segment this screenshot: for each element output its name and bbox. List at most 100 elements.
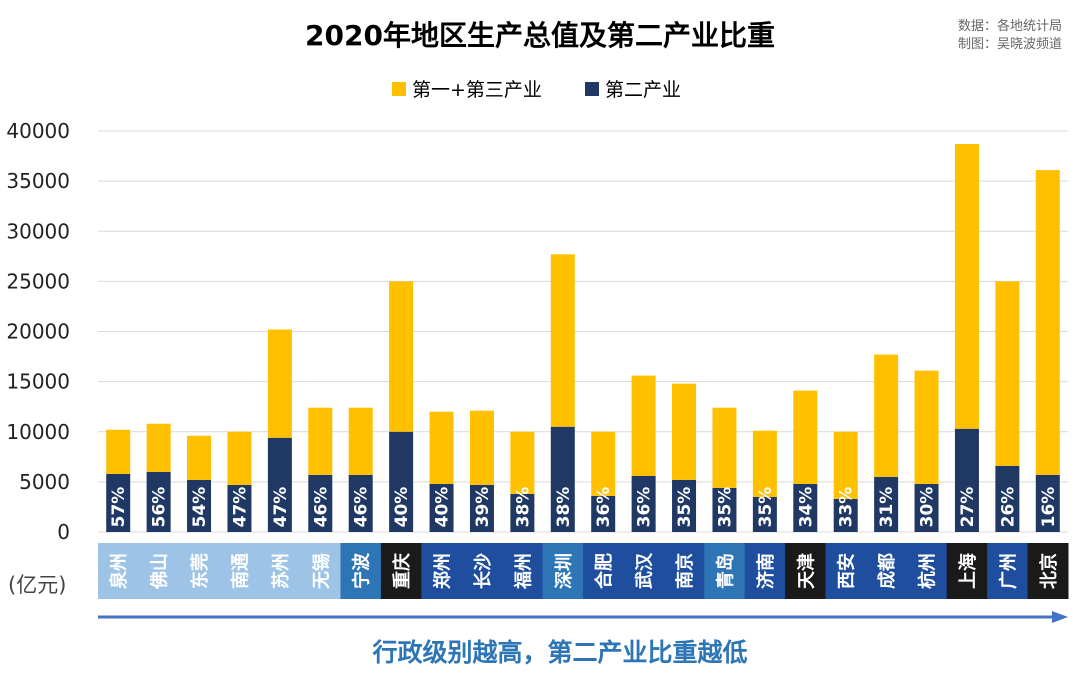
category-label-15: 青岛	[714, 553, 736, 589]
bar-secondary-12	[591, 495, 616, 532]
bar-secondary-16	[752, 496, 777, 532]
legend-label-secondary: 第二产业	[605, 79, 681, 101]
bar-secondary-7	[389, 431, 414, 532]
category-box-17	[785, 543, 826, 599]
category-box-11	[542, 543, 584, 599]
bar-share-label-18: 33%	[837, 487, 857, 528]
category-box-2	[178, 543, 220, 599]
bar-primary-tertiary-10	[510, 431, 535, 494]
bar-primary-tertiary-15	[712, 407, 737, 488]
category-label-17: 天津	[795, 553, 817, 589]
category-label-19: 成都	[876, 553, 898, 589]
bar-primary-tertiary-22	[995, 281, 1020, 466]
bar-share-label-21: 27%	[958, 487, 978, 528]
category-label-6: 宁波	[351, 552, 373, 589]
bar-secondary-2	[187, 479, 212, 532]
legend-label-primary-tertiary: 第一+第三产业	[412, 79, 542, 101]
category-box-22	[987, 543, 1029, 599]
y-axis: 0 5000 10000 15000 20000 25000 30000 35000 40000	[6, 119, 70, 544]
category-label-0: 泉州	[108, 553, 130, 589]
bar-share-label-10: 38%	[513, 487, 533, 528]
bar-primary-tertiary-16	[752, 430, 777, 497]
trend-annotation: 行政级别越高，第二产业比重越低	[371, 638, 747, 667]
bar-secondary-6	[348, 474, 373, 532]
bar-primary-tertiary-9	[469, 410, 494, 485]
category-label-11: 深圳	[553, 553, 575, 589]
category-box-13	[623, 543, 665, 599]
bar-share-label-8: 40%	[433, 487, 453, 528]
category-box-14	[663, 543, 705, 599]
bar-share-label-16: 35%	[756, 487, 776, 528]
bar-share-label-22: 26%	[998, 487, 1018, 528]
bar-share-label-12: 36%	[594, 487, 614, 528]
category-label-10: 福州	[512, 553, 534, 590]
bar-share-label-20: 30%	[918, 487, 938, 528]
category-label-14: 南京	[674, 553, 696, 589]
category-box-15	[704, 543, 746, 599]
category-label-9: 长沙	[473, 553, 494, 589]
category-labels: 泉州 佛山 东莞 南通 苏州 无锡 宁波 重庆 郑州 长沙 福州 深圳 合肥 武汉 南京 青岛 济南 天津 西安 成都…	[98, 543, 1069, 599]
bar-primary-tertiary-0	[106, 429, 131, 474]
category-box-0	[98, 543, 139, 599]
category-label-12: 合肥	[593, 553, 615, 589]
bar-share-label-19: 31%	[877, 487, 897, 528]
category-label-13: 武汉	[635, 552, 656, 589]
y-tick-label-40000: 40000	[6, 119, 70, 143]
bar-primary-tertiary-3	[227, 431, 252, 485]
bar-share-label-7: 40%	[392, 487, 412, 528]
bar-share-label-0: 57%	[109, 487, 129, 528]
bar-share-label-2: 54%	[190, 487, 210, 528]
bar-primary-tertiary-1	[146, 423, 171, 472]
category-box-21	[946, 543, 988, 599]
bar-primary-tertiary-11	[550, 254, 575, 427]
bar-secondary-14	[672, 479, 697, 532]
bar-primary-tertiary-23	[1035, 170, 1060, 475]
category-box-6	[340, 543, 382, 599]
category-box-23	[1027, 543, 1069, 599]
bar-share-label-6: 46%	[352, 487, 372, 528]
bar-primary-tertiary-4	[267, 329, 292, 438]
category-label-3: 南通	[229, 553, 251, 589]
y-tick-label-35000: 35000	[6, 169, 70, 193]
bar-primary-tertiary-20	[914, 370, 939, 484]
legend-swatch-primary-tertiary	[392, 82, 406, 96]
category-box-3	[219, 543, 261, 599]
source-note-1: 数据：各地统计局	[958, 18, 1062, 34]
bar-share-label-14: 35%	[675, 487, 695, 528]
bar-secondary-13	[631, 475, 656, 532]
bar-primary-tertiary-5	[308, 407, 333, 475]
category-label-5: 无锡	[310, 553, 332, 589]
bar-primary-tertiary-18	[833, 431, 858, 499]
bars: 57% 56% 54% 47% 47% 46% 46% 40% 40% 39% 38% 38% 36% 3…	[106, 144, 1060, 532]
y-tick-label-15000: 15000	[6, 370, 70, 394]
category-box-10	[502, 543, 544, 599]
y-tick-label-10000: 10000	[6, 420, 70, 444]
bar-share-label-17: 34%	[796, 487, 816, 528]
category-box-19	[865, 543, 907, 599]
category-box-8	[421, 543, 463, 599]
category-label-21: 上海	[957, 553, 979, 589]
trend-arrow	[98, 611, 1068, 623]
y-tick-label-25000: 25000	[6, 269, 70, 293]
bar-share-label-13: 36%	[635, 487, 655, 528]
bar-primary-tertiary-17	[793, 390, 818, 484]
bar-secondary-21	[954, 428, 979, 532]
y-tick-label-30000: 30000	[6, 219, 70, 243]
category-box-16	[744, 543, 786, 599]
bar-secondary-3	[227, 484, 252, 532]
bar-secondary-0	[106, 473, 131, 532]
bar-primary-tertiary-19	[874, 354, 899, 477]
bar-secondary-1	[146, 471, 171, 532]
bar-primary-tertiary-2	[187, 435, 212, 480]
bar-primary-tertiary-6	[348, 407, 373, 475]
category-label-2: 东莞	[189, 553, 211, 589]
bar-secondary-20	[914, 483, 939, 532]
category-box-9	[461, 543, 503, 599]
bar-secondary-18	[833, 498, 858, 532]
category-box-1	[138, 543, 180, 599]
category-box-18	[825, 543, 867, 599]
bar-secondary-9	[469, 484, 494, 532]
category-label-20: 杭州	[917, 553, 939, 589]
bar-share-label-4: 47%	[271, 487, 291, 528]
